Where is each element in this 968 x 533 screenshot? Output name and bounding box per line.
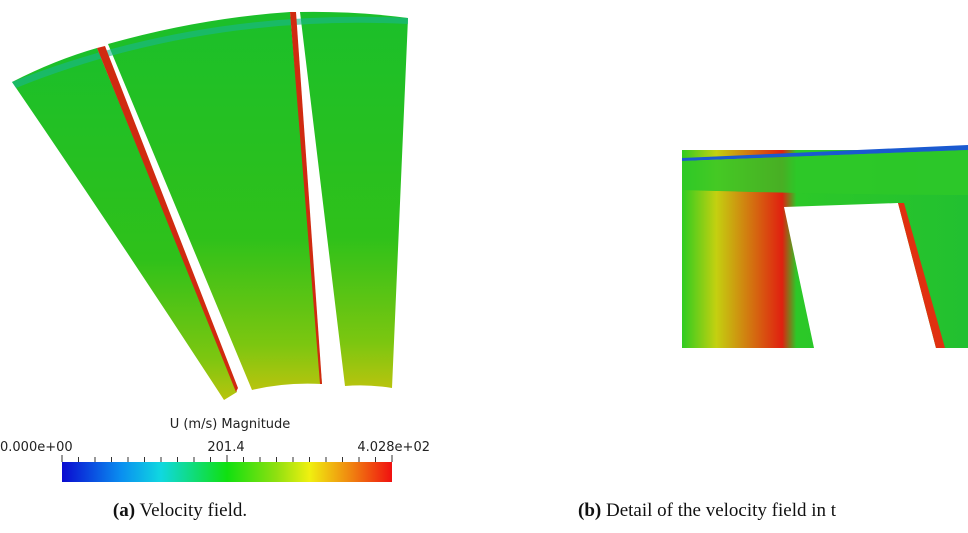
velocity-field-image — [12, 11, 408, 400]
colorbar-label: 4.028e+02 — [357, 440, 430, 455]
wall-strip — [682, 145, 968, 161]
caption-label: (a) — [113, 500, 135, 521]
passage — [300, 11, 408, 388]
colorbar-title: U (m/s) Magnitude — [170, 417, 291, 432]
colorbar: U (m/s) Magnitude 0.000e+00 201.4 4.028e… — [0, 417, 430, 482]
passage — [12, 48, 237, 400]
slot-gap — [784, 203, 936, 348]
slot-edge — [290, 12, 322, 384]
detail-image — [682, 145, 968, 348]
colorbar-label: 0.000e+00 — [0, 440, 73, 455]
colorbar-gradient — [62, 462, 392, 482]
caption: (a) Velocity field. — [113, 500, 247, 521]
upper-band — [682, 150, 968, 195]
caption-label: (b) — [578, 500, 601, 521]
colorbar-ticks — [61, 455, 393, 462]
passage — [108, 12, 322, 390]
slot-edge — [97, 46, 238, 392]
slot-edge — [898, 203, 945, 348]
shroud-strip — [12, 16, 408, 88]
colorbar-label: 201.4 — [207, 440, 244, 455]
caption-text: Velocity field. — [139, 500, 247, 521]
caption: (b) Detail of the velocity field in t — [578, 500, 837, 521]
caption-text: Detail of the velocity field in t — [606, 500, 837, 521]
